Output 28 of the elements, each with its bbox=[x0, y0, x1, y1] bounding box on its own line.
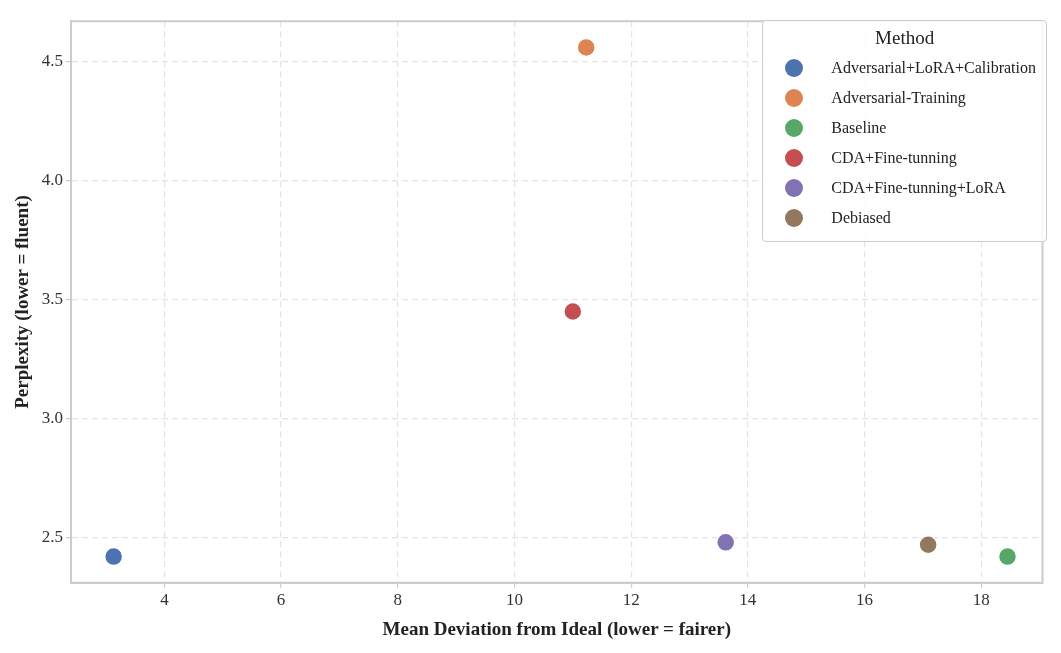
x-tick-label: 6 bbox=[276, 590, 286, 610]
y-tick-label: 3.0 bbox=[41, 408, 64, 428]
y-tick-label: 2.5 bbox=[41, 527, 64, 547]
x-tick-label: 10 bbox=[505, 590, 523, 610]
point bbox=[715, 532, 736, 553]
legend-label: CDA+Fine-tunning bbox=[831, 149, 957, 167]
point bbox=[997, 546, 1018, 567]
legend-label: Adversarial+LoRA+Calibration bbox=[831, 59, 1036, 77]
x-tick-label: 18 bbox=[972, 590, 990, 610]
x-tick-label: 12 bbox=[622, 590, 640, 610]
y-tick-label: 4.0 bbox=[41, 170, 64, 190]
point bbox=[576, 37, 596, 58]
y-tick-label: 3.5 bbox=[41, 289, 64, 309]
legend-title: Method bbox=[874, 27, 936, 49]
point bbox=[918, 534, 938, 555]
legend-label: Adversarial-Training bbox=[831, 89, 966, 107]
legend-label: Baseline bbox=[831, 119, 887, 137]
x-tick-label: 16 bbox=[856, 590, 874, 610]
point bbox=[563, 301, 583, 322]
y-axis-title: Perplexity (lower = fluent) bbox=[11, 195, 34, 409]
x-tick-label: 14 bbox=[739, 590, 757, 610]
point bbox=[103, 546, 124, 567]
x-tick-label: 8 bbox=[393, 590, 403, 610]
x-axis-title: Mean Deviation from Ideal (lower = fairer) bbox=[382, 617, 732, 640]
y-tick-label: 4.5 bbox=[41, 51, 64, 71]
legend-label: Debiased bbox=[831, 209, 891, 227]
x-tick-label: 4 bbox=[160, 590, 170, 610]
legend-label: CDA+Fine-tunning+LoRA bbox=[831, 179, 1006, 197]
